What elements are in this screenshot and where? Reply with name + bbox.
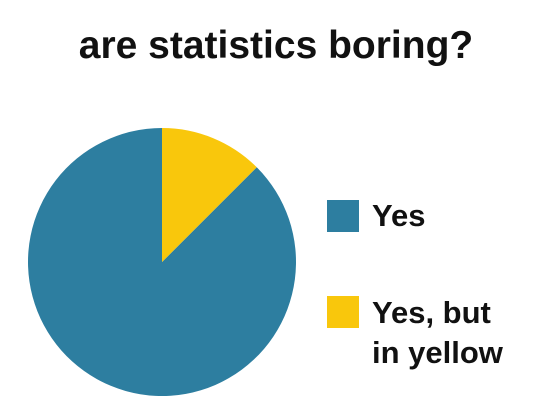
legend-label-yes-line: Yes: [372, 198, 426, 233]
legend-label-yellow-line-2: in yellow: [372, 335, 503, 370]
legend-label-yes-but-in-yellow: Yes, but in yellow: [372, 293, 503, 373]
legend-swatch-yes: [327, 200, 359, 232]
chart-title: are statistics boring?: [78, 24, 474, 67]
legend-swatch-yes-but-in-yellow: [327, 296, 359, 328]
pie-slice-yes-but-in-yellow: [162, 128, 257, 262]
pie-slice-yes: [27, 128, 296, 397]
legend-label-yes: Yes: [372, 196, 425, 236]
legend-label-yellow-line-1: Yes, but: [372, 295, 491, 330]
